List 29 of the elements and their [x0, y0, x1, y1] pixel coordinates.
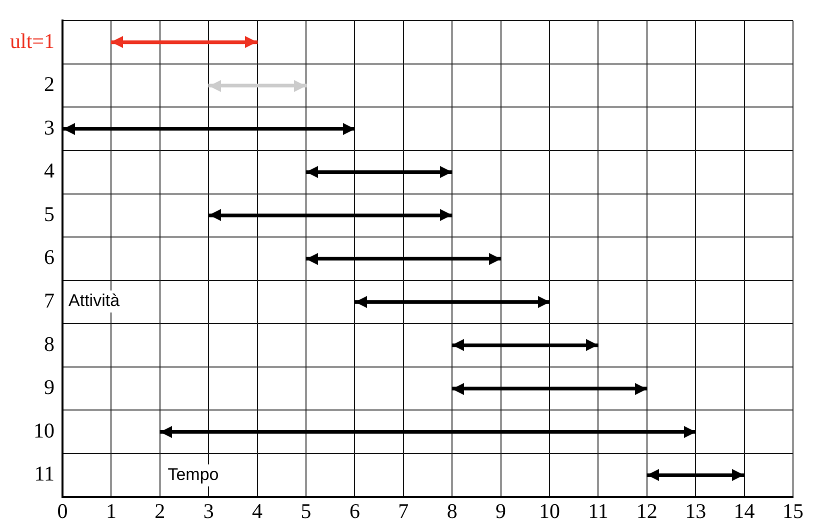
x-tick-label: 15 [782, 498, 804, 523]
x-tick-label: 10 [539, 498, 560, 523]
y-tick-label: 7 [44, 288, 55, 313]
y-tick-label: 6 [44, 245, 55, 270]
x-tick-label: 12 [636, 498, 658, 523]
y-tick-label: 2 [44, 72, 55, 96]
x-tick-label: 11 [588, 498, 608, 523]
y-tick-label: 5 [44, 202, 55, 226]
x-tick-label: 5 [300, 498, 312, 523]
x-axis-title: Tempo [168, 465, 219, 484]
x-tick-label: 8 [446, 498, 458, 523]
x-tick-label: 9 [496, 498, 506, 523]
x-tick-label: 0 [57, 498, 68, 523]
x-tick-label: 13 [685, 498, 706, 523]
x-tick-label: 7 [398, 498, 409, 523]
x-tick-label: 2 [154, 498, 166, 523]
y-tick-label: 9 [44, 375, 55, 400]
y-tick-label: 8 [44, 332, 55, 356]
y-axis-title: Attività [68, 291, 120, 310]
x-tick-label: 4 [252, 498, 264, 523]
y-tick-label: 3 [44, 115, 55, 140]
x-tick-label: 6 [349, 498, 360, 523]
x-tick-label: 1 [106, 498, 116, 523]
y-tick-label: ult=1 [10, 28, 55, 53]
y-tick-label: 4 [44, 158, 56, 183]
x-tick-label: 3 [203, 498, 214, 523]
x-tick-label: 14 [734, 498, 756, 523]
y-tick-label: 11 [34, 462, 55, 486]
y-tick-label: 10 [34, 418, 55, 442]
